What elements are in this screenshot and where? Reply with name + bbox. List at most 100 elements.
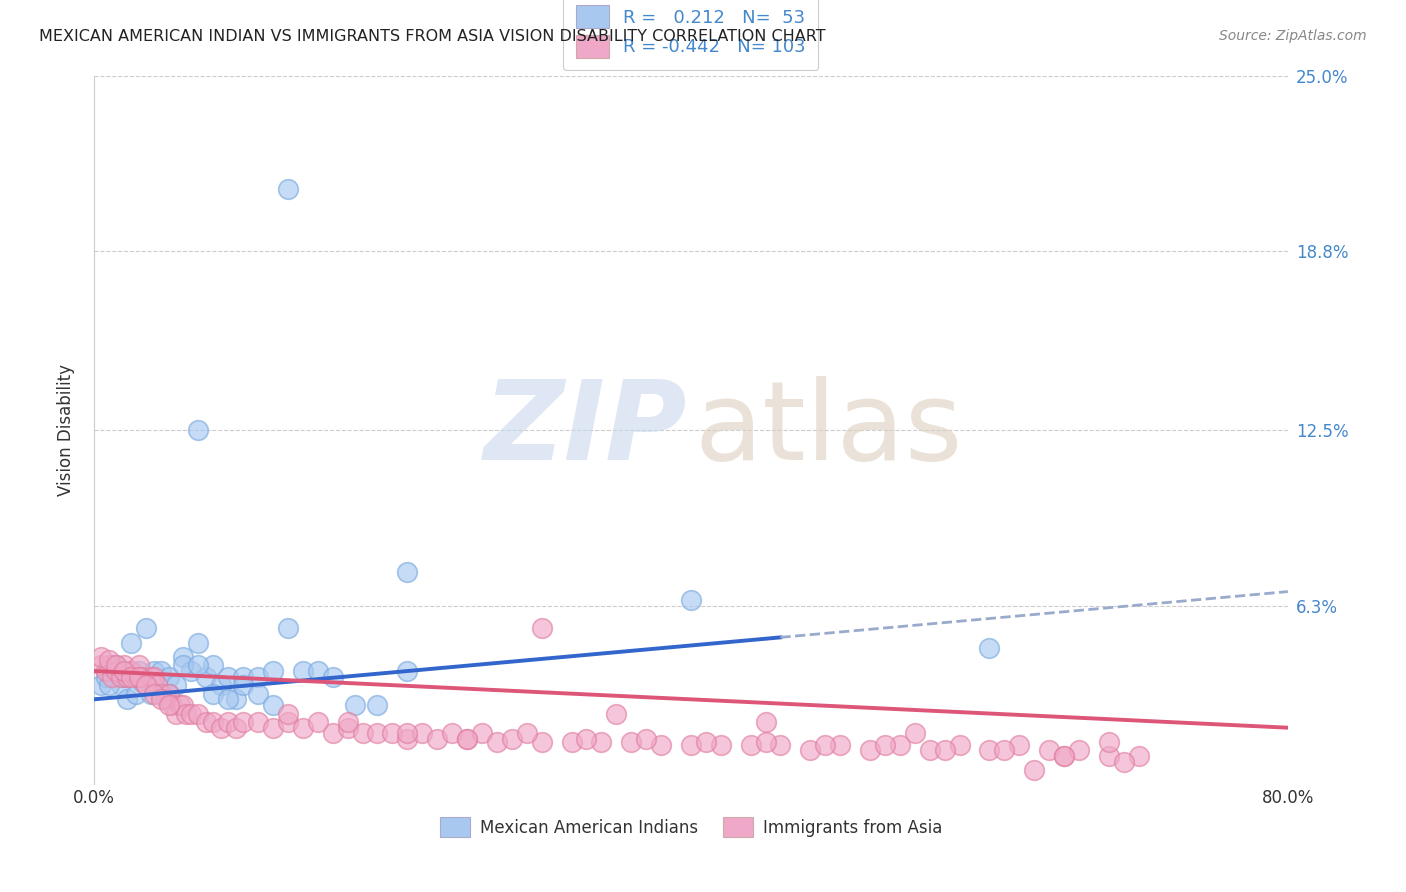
Point bbox=[710, 738, 733, 752]
Point bbox=[754, 714, 776, 729]
Point bbox=[366, 726, 388, 740]
Point bbox=[128, 670, 150, 684]
Point bbox=[172, 649, 194, 664]
Point bbox=[1098, 749, 1121, 764]
Point bbox=[128, 664, 150, 678]
Point bbox=[225, 721, 247, 735]
Point bbox=[530, 735, 553, 749]
Point bbox=[142, 670, 165, 684]
Point bbox=[396, 732, 419, 747]
Point bbox=[202, 687, 225, 701]
Point bbox=[157, 698, 180, 712]
Point bbox=[139, 687, 162, 701]
Point bbox=[754, 735, 776, 749]
Point bbox=[291, 721, 314, 735]
Point bbox=[560, 735, 582, 749]
Point bbox=[145, 678, 167, 692]
Point bbox=[187, 635, 209, 649]
Point bbox=[131, 670, 153, 684]
Point bbox=[650, 738, 672, 752]
Point bbox=[125, 670, 148, 684]
Point bbox=[97, 664, 120, 678]
Text: ZIP: ZIP bbox=[484, 376, 688, 483]
Point bbox=[679, 593, 702, 607]
Point bbox=[120, 670, 142, 684]
Point bbox=[799, 743, 821, 757]
Point bbox=[277, 714, 299, 729]
Point bbox=[115, 670, 138, 684]
Point bbox=[1024, 763, 1046, 777]
Point bbox=[934, 743, 956, 757]
Point bbox=[873, 738, 896, 752]
Point bbox=[225, 692, 247, 706]
Text: Source: ZipAtlas.com: Source: ZipAtlas.com bbox=[1219, 29, 1367, 43]
Point bbox=[142, 687, 165, 701]
Point bbox=[291, 664, 314, 678]
Legend: Mexican American Indians, Immigrants from Asia: Mexican American Indians, Immigrants fro… bbox=[433, 811, 949, 844]
Point bbox=[110, 670, 132, 684]
Point bbox=[105, 658, 128, 673]
Point bbox=[1038, 743, 1060, 757]
Point bbox=[112, 670, 135, 684]
Point bbox=[322, 726, 344, 740]
Point bbox=[322, 670, 344, 684]
Point bbox=[112, 670, 135, 684]
Point bbox=[209, 721, 232, 735]
Point bbox=[155, 692, 177, 706]
Point bbox=[471, 726, 494, 740]
Point bbox=[948, 738, 970, 752]
Point bbox=[120, 664, 142, 678]
Point bbox=[396, 664, 419, 678]
Point bbox=[187, 706, 209, 721]
Point bbox=[172, 698, 194, 712]
Point bbox=[157, 687, 180, 701]
Point bbox=[131, 675, 153, 690]
Point bbox=[105, 664, 128, 678]
Text: MEXICAN AMERICAN INDIAN VS IMMIGRANTS FROM ASIA VISION DISABILITY CORRELATION CH: MEXICAN AMERICAN INDIAN VS IMMIGRANTS FR… bbox=[39, 29, 825, 44]
Point bbox=[591, 735, 613, 749]
Point bbox=[128, 670, 150, 684]
Point bbox=[157, 687, 180, 701]
Point bbox=[165, 678, 187, 692]
Point bbox=[209, 678, 232, 692]
Point bbox=[150, 692, 173, 706]
Point bbox=[135, 678, 157, 692]
Point bbox=[232, 678, 254, 692]
Point bbox=[1128, 749, 1150, 764]
Point bbox=[859, 743, 882, 757]
Point bbox=[904, 726, 927, 740]
Point bbox=[176, 706, 198, 721]
Point bbox=[336, 714, 359, 729]
Point bbox=[247, 670, 270, 684]
Text: atlas: atlas bbox=[695, 376, 963, 483]
Point bbox=[217, 670, 239, 684]
Point bbox=[128, 658, 150, 673]
Point bbox=[90, 649, 112, 664]
Point bbox=[232, 714, 254, 729]
Point bbox=[530, 622, 553, 636]
Point bbox=[247, 687, 270, 701]
Point bbox=[1067, 743, 1090, 757]
Point bbox=[112, 658, 135, 673]
Point bbox=[112, 664, 135, 678]
Point bbox=[636, 732, 658, 747]
Point bbox=[202, 658, 225, 673]
Point bbox=[381, 726, 404, 740]
Point bbox=[307, 664, 329, 678]
Point bbox=[1008, 738, 1031, 752]
Point bbox=[679, 738, 702, 752]
Point bbox=[135, 622, 157, 636]
Point bbox=[336, 721, 359, 735]
Point bbox=[90, 658, 112, 673]
Point bbox=[194, 714, 217, 729]
Point bbox=[150, 664, 173, 678]
Point bbox=[575, 732, 598, 747]
Point bbox=[620, 735, 643, 749]
Point bbox=[769, 738, 792, 752]
Point bbox=[979, 641, 1001, 656]
Point bbox=[740, 738, 762, 752]
Point bbox=[516, 726, 538, 740]
Point bbox=[125, 687, 148, 701]
Point bbox=[180, 706, 202, 721]
Point bbox=[262, 721, 284, 735]
